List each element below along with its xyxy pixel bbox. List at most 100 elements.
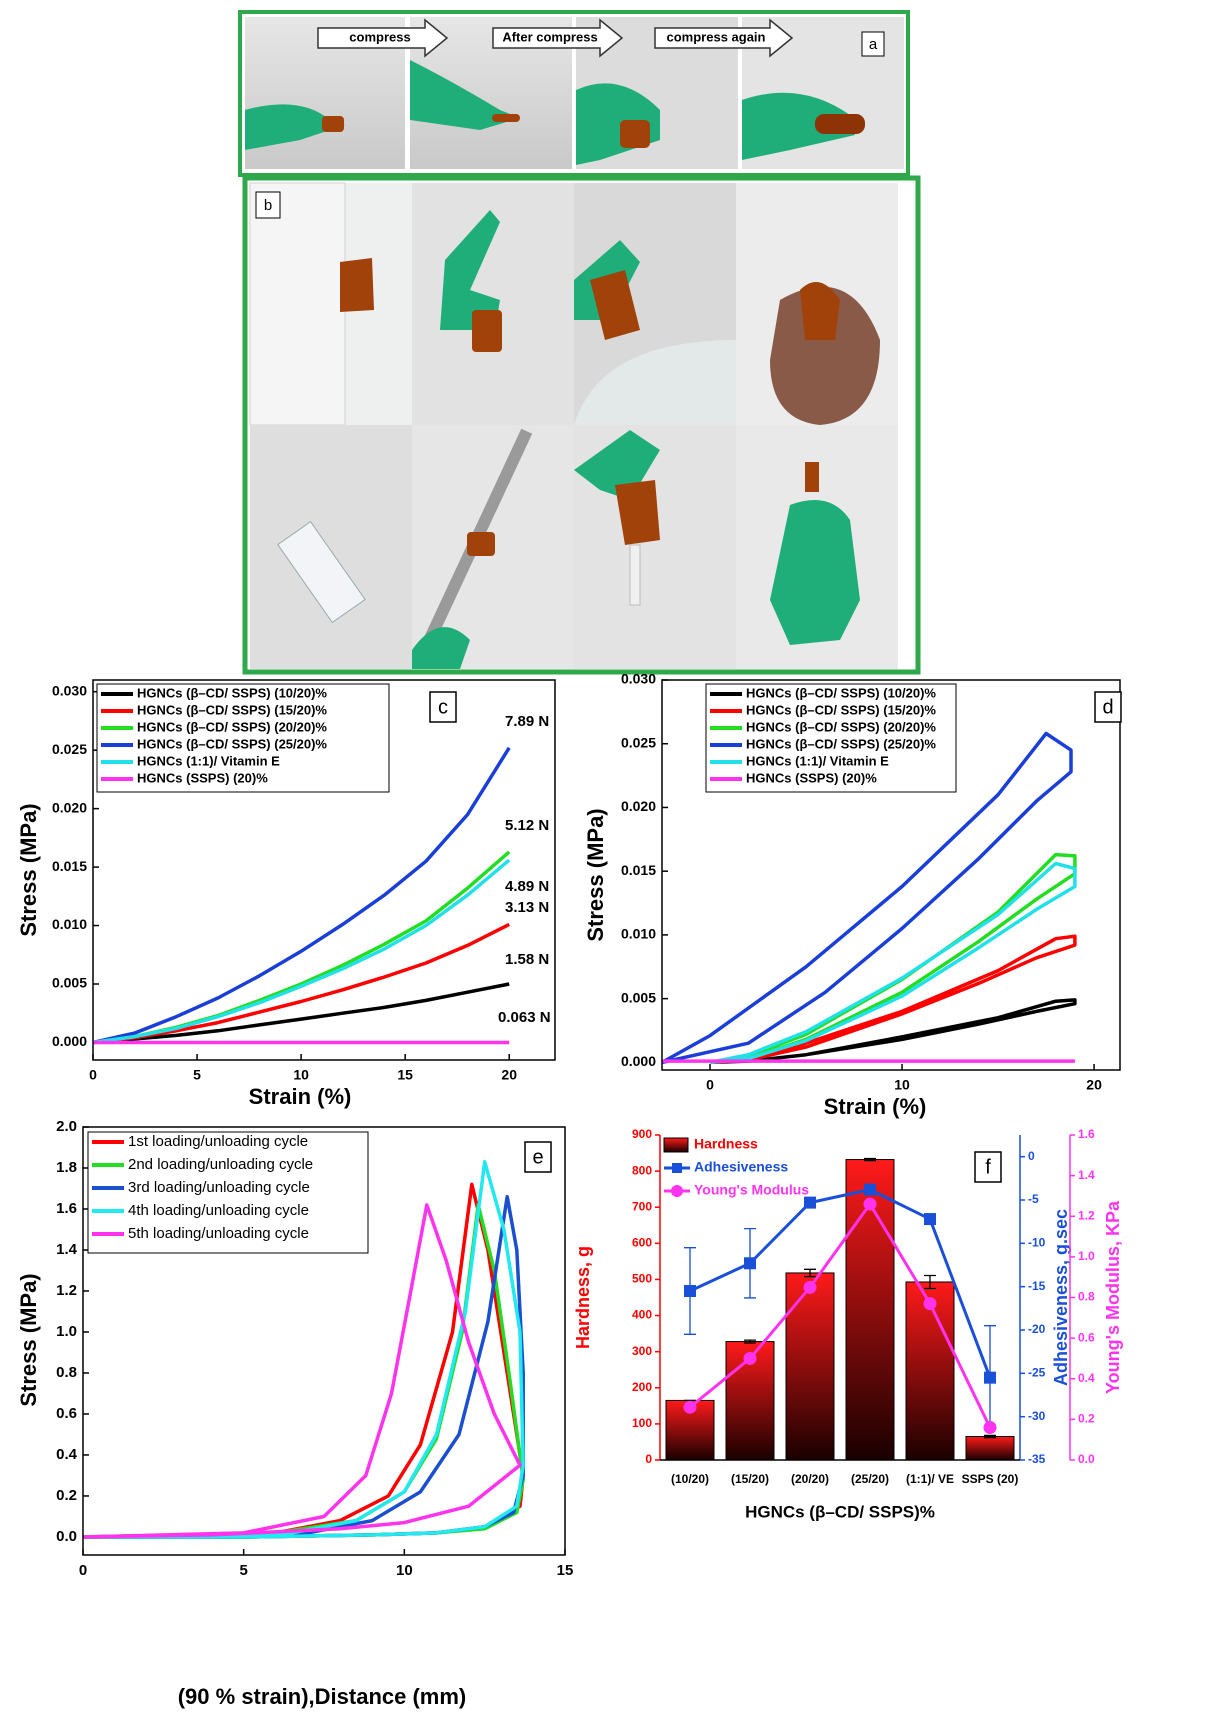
y-axis-title: Young's Modulus, KPa [1103,1200,1123,1394]
legend-label: HGNCs (β–CD/ SSPS) (10/20)% [746,685,936,700]
legend-label: 1st loading/unloading cycle [128,1133,308,1150]
x-tick-label: 10 [396,1562,413,1579]
y-tick-label: 0.030 [621,671,656,687]
step-label: After compress [502,29,597,44]
y-tick-label: 1.0 [1078,1249,1095,1263]
annotation: 4.89 N [505,878,549,895]
marker [684,1285,696,1297]
x-axis-title: Strain (%) [249,1084,352,1109]
legend-label: 3rd loading/unloading cycle [128,1179,310,1196]
legend-label: HGNCs (β–CD/ SSPS) (25/20)% [746,736,936,751]
x-tick-label: 0 [706,1077,714,1093]
annotation: 7.89 N [505,713,549,730]
series-line [93,852,509,1043]
x-tick-label: 5 [193,1067,201,1083]
legend-label: HGNCs (SSPS) (20)% [137,770,268,785]
y-axis-title: Hardness, g [573,1246,593,1349]
x-tick-label: (25/20) [851,1472,889,1486]
y-tick-label: 0.010 [621,926,656,942]
x-tick-label: 5 [239,1562,247,1579]
x-axis-title: Strain (%) [824,1094,927,1119]
y-tick-label: 0.8 [1078,1290,1095,1304]
y-tick-label: 200 [632,1380,652,1394]
y-tick-label: 1.8 [56,1159,77,1176]
y-tick-label: 0.030 [52,682,87,698]
y-axis-title: Stress (MPa) [16,1273,41,1406]
panel-letter: e [532,1146,543,1168]
y-tick-label: 0.2 [56,1487,77,1504]
y-tick-label: 0.0 [1078,1452,1095,1466]
marker [864,1184,876,1196]
y-tick-label: 0.4 [1078,1371,1095,1385]
x-tick-label: (1:1)/ VE [906,1472,954,1486]
panel-letter: f [985,1156,991,1178]
legend-label: Adhesiveness [694,1159,788,1175]
x-tick-label: 15 [397,1067,413,1083]
x-tick-label: 20 [1086,1077,1102,1093]
y-tick-label: 0.010 [52,916,87,932]
y-tick-label: 0.2 [1078,1412,1095,1426]
y-tick-label: 0.000 [621,1053,656,1069]
legend-label: 4th loading/unloading cycle [128,1202,309,1219]
y-tick-label: 1.6 [56,1200,77,1217]
y-tick-label: 0.6 [56,1405,77,1422]
y-tick-label: 900 [632,1127,652,1141]
x-tick-label: 15 [557,1562,574,1579]
y-tick-label: 0.015 [52,858,87,874]
bar [786,1273,834,1460]
y-tick-label: 0.025 [621,734,656,750]
x-tick-label: 10 [293,1067,309,1083]
annotation: 3.13 N [505,899,549,916]
y-tick-label: 0.6 [1078,1330,1095,1344]
x-tick-label: 0 [79,1562,87,1579]
marker [924,1213,936,1225]
y-tick-label: 1.4 [1078,1168,1095,1182]
legend-label: HGNCs (β–CD/ SSPS) (15/20)% [746,702,936,717]
legend-label: HGNCs (β–CD/ SSPS) (20/20)% [746,719,936,734]
y-tick-label: -15 [1028,1279,1046,1293]
y-tick-label: 0.000 [52,1033,87,1049]
figure: compress After compress compress again a [0,0,1232,1716]
legend-label: 5th loading/unloading cycle [128,1225,309,1242]
y-tick-label: 0.8 [56,1364,77,1381]
x-tick-label: 10 [894,1077,910,1093]
x-tick-label: (10/20) [671,1472,709,1486]
x-tick-label: SSPS (20) [962,1472,1019,1486]
legend-label: HGNCs (β–CD/ SSPS) (25/20)% [137,736,327,751]
panel-a: compress After compress compress again a [240,12,908,175]
y-tick-label: 0 [1028,1149,1035,1163]
marker [984,1421,997,1434]
legend-swatch [672,1163,682,1173]
y-tick-label: -35 [1028,1452,1046,1466]
annotation: 5.12 N [505,817,549,834]
y-tick-label: 1.2 [1078,1208,1095,1222]
legend-label: HGNCs (1:1)/ Vitamin E [746,753,889,768]
step-label: compress [349,29,410,44]
y-tick-label: 0.020 [621,798,656,814]
step-label: compress again [667,29,766,44]
y-tick-label: 0.025 [52,741,87,757]
y-tick-label: -30 [1028,1409,1046,1423]
y-axis-title: Stress (MPa) [16,803,41,936]
y-tick-label: 1.2 [56,1282,77,1299]
y-tick-label: 100 [632,1416,652,1430]
marker [744,1352,757,1365]
annotation: 1.58 N [505,951,549,968]
y-tick-label: 1.6 [1078,1127,1095,1141]
y-axis-title: Adhesiveness, g.sec [1051,1209,1071,1386]
bar [966,1437,1014,1460]
y-tick-label: -5 [1028,1192,1039,1206]
x-tick-label: 0 [89,1067,97,1083]
x-tick-label: (20/20) [791,1472,829,1486]
legend-label: HGNCs (β–CD/ SSPS) (20/20)% [137,719,327,734]
marker [984,1372,996,1384]
y-tick-label: 0.005 [621,989,656,1005]
panel-b: b [245,178,918,672]
marker [864,1198,877,1211]
y-tick-label: 500 [632,1272,652,1286]
y-tick-label: -20 [1028,1322,1046,1336]
panel-letter: a [869,36,878,53]
page: {"panel_a": {"label": "a", "steps": ["co… [0,0,1232,1716]
panel-letter: d [1102,696,1113,718]
